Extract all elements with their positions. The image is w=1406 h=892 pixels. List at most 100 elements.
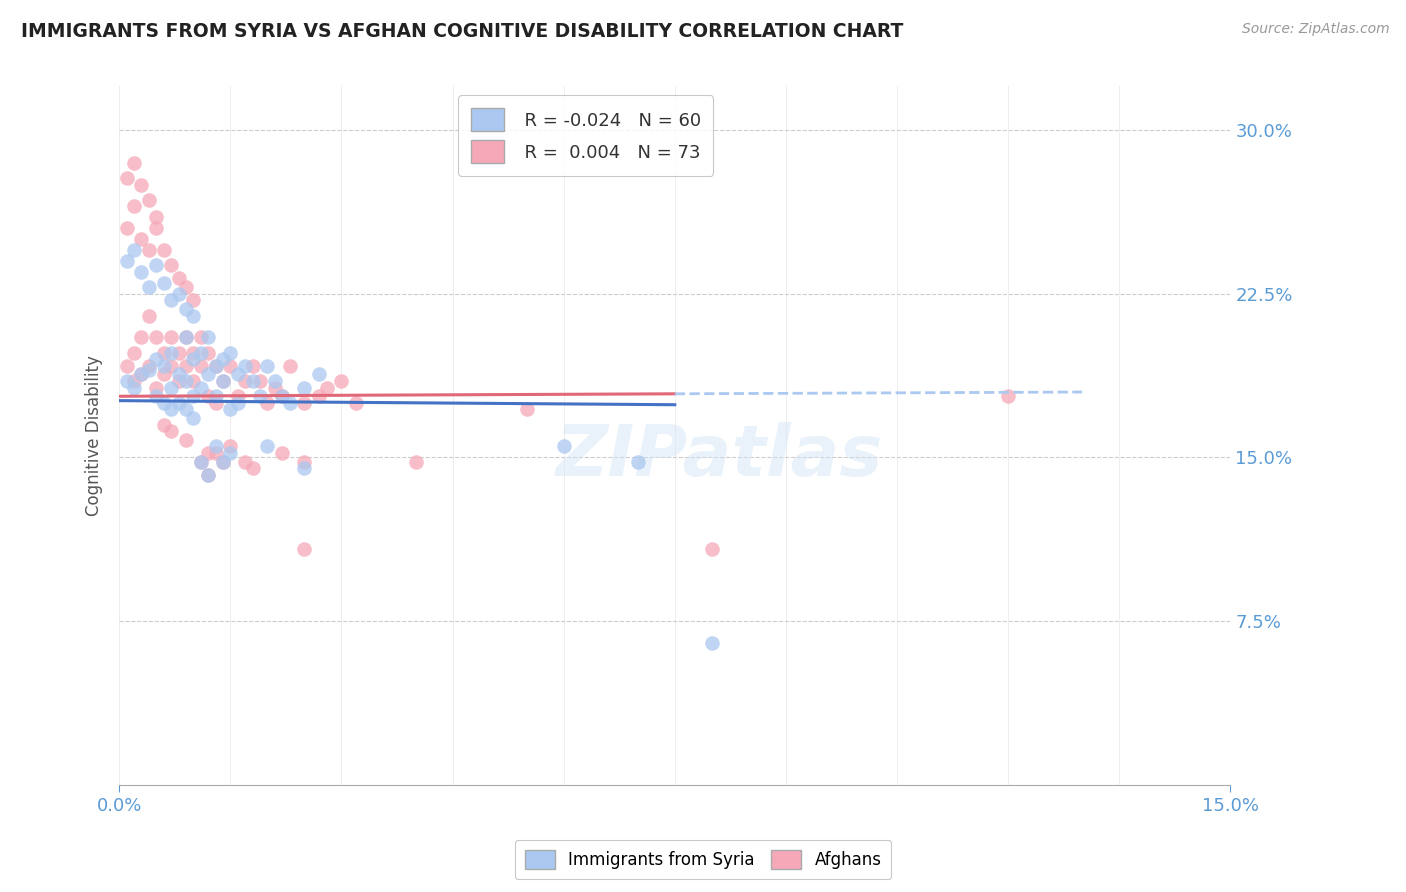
Point [204, 440, 226, 454]
Point [167, 286, 190, 301]
Point [212, 455, 235, 469]
Point [152, 368, 174, 382]
Point [294, 396, 316, 410]
Point [183, 345, 205, 359]
Point [115, 359, 138, 373]
Point [152, 243, 174, 257]
Point [204, 359, 226, 373]
Point [152, 417, 174, 432]
Point [294, 380, 316, 394]
Point [115, 171, 138, 186]
Point [145, 352, 167, 367]
Point [174, 359, 197, 373]
Point [212, 374, 235, 388]
Point [183, 374, 205, 388]
Point [233, 359, 256, 373]
Point [516, 402, 538, 417]
Point [219, 440, 242, 454]
Point [183, 293, 205, 308]
Point [330, 374, 353, 388]
Point [174, 374, 197, 388]
Point [131, 330, 153, 344]
Point [174, 330, 197, 344]
Point [160, 293, 183, 308]
Point [271, 389, 294, 403]
Point [294, 455, 316, 469]
Point [212, 455, 235, 469]
Point [131, 368, 153, 382]
Point [226, 368, 249, 382]
Point [174, 433, 197, 447]
Point [138, 363, 160, 377]
Point [190, 380, 212, 394]
Point [219, 359, 242, 373]
Point [405, 455, 427, 469]
Point [152, 345, 174, 359]
Point [183, 411, 205, 425]
Point [997, 389, 1019, 403]
Point [167, 396, 190, 410]
Point [190, 345, 212, 359]
Point [167, 271, 190, 285]
Point [308, 368, 330, 382]
Point [131, 178, 153, 192]
Point [183, 309, 205, 323]
Point [167, 368, 190, 382]
Point [242, 374, 264, 388]
Point [131, 368, 153, 382]
Point [174, 301, 197, 316]
Point [249, 374, 271, 388]
Point [183, 352, 205, 367]
Point [122, 345, 145, 359]
Point [294, 542, 316, 557]
Point [344, 396, 367, 410]
Text: ZIPatlas: ZIPatlas [555, 422, 883, 491]
Point [263, 380, 285, 394]
Point [204, 359, 226, 373]
Legend: Immigrants from Syria, Afghans: Immigrants from Syria, Afghans [515, 840, 891, 880]
Point [167, 374, 190, 388]
Point [219, 345, 242, 359]
Point [115, 374, 138, 388]
Point [138, 193, 160, 207]
Point [226, 389, 249, 403]
Point [233, 374, 256, 388]
Point [256, 440, 278, 454]
Point [160, 258, 183, 272]
Point [700, 542, 723, 557]
Point [271, 389, 294, 403]
Point [160, 359, 183, 373]
Point [249, 389, 271, 403]
Point [183, 389, 205, 403]
Point [219, 402, 242, 417]
Point [122, 199, 145, 213]
Point [233, 455, 256, 469]
Point [145, 380, 167, 394]
Point [197, 467, 219, 482]
Point [152, 276, 174, 290]
Point [212, 374, 235, 388]
Point [145, 258, 167, 272]
Point [122, 243, 145, 257]
Point [315, 380, 337, 394]
Point [294, 461, 316, 475]
Point [242, 461, 264, 475]
Point [145, 211, 167, 225]
Point [152, 396, 174, 410]
Point [278, 396, 301, 410]
Point [152, 359, 174, 373]
Point [160, 330, 183, 344]
Point [190, 330, 212, 344]
Point [145, 221, 167, 235]
Point [219, 446, 242, 460]
Point [204, 446, 226, 460]
Point [204, 396, 226, 410]
Point [197, 446, 219, 460]
Point [190, 455, 212, 469]
Point [115, 221, 138, 235]
Point [197, 467, 219, 482]
Y-axis label: Cognitive Disability: Cognitive Disability [86, 355, 103, 516]
Point [197, 368, 219, 382]
Point [138, 359, 160, 373]
Point [174, 280, 197, 294]
